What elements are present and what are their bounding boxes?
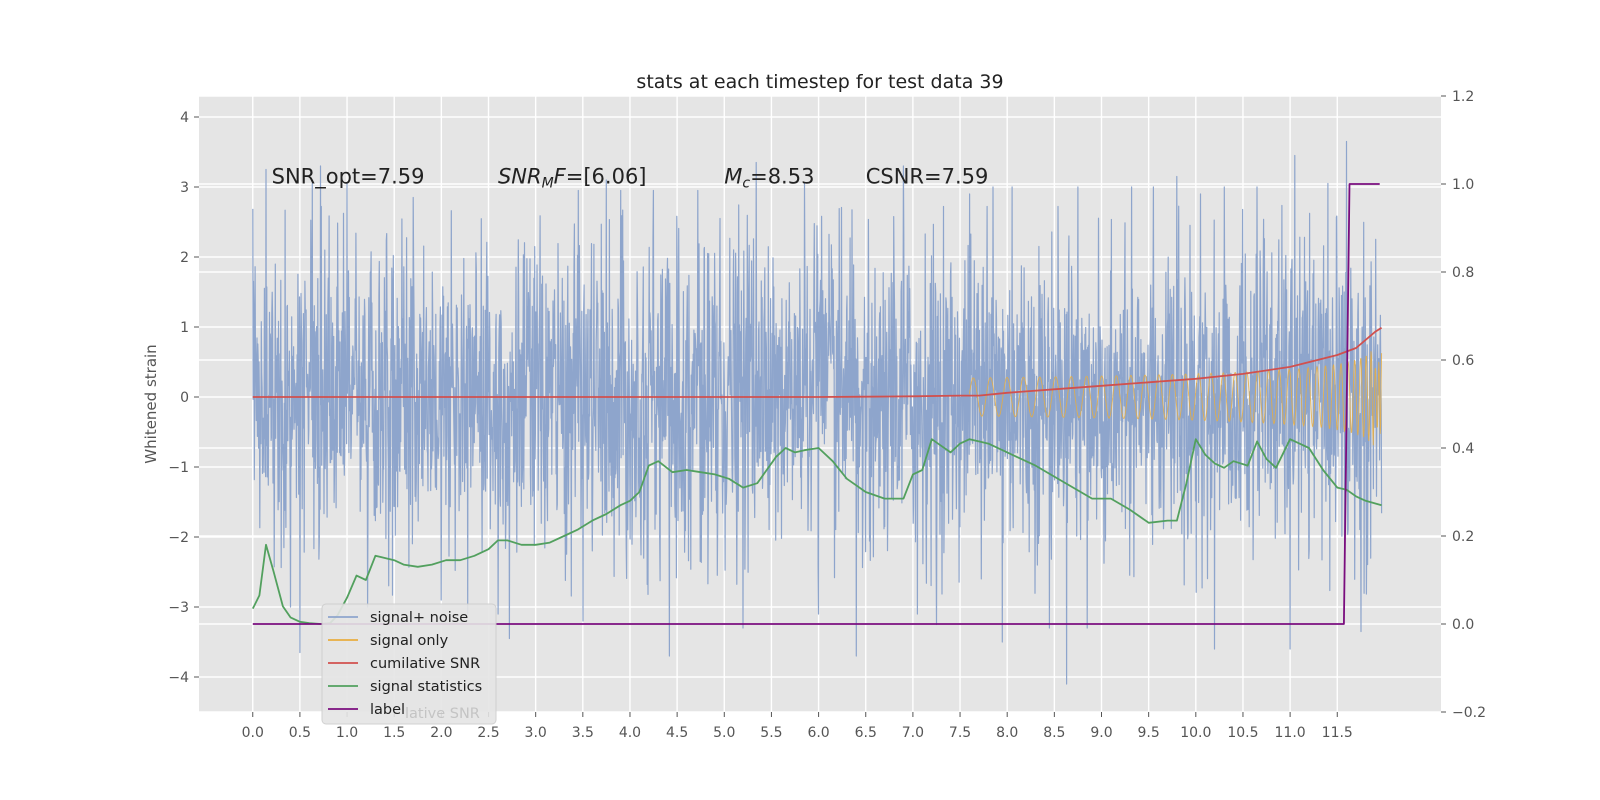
x-tick-label: 3.5 xyxy=(572,725,594,741)
series-layer xyxy=(251,140,1383,685)
x-tick-label: 7.0 xyxy=(902,725,924,741)
x-tick-label: 9.0 xyxy=(1090,725,1112,741)
legend-item-label: signal only xyxy=(370,633,449,649)
x-tick-label: 0.0 xyxy=(242,725,264,741)
y-tick-label: −4 xyxy=(168,670,189,686)
annotation-snr-opt: SNR_opt=7.59 xyxy=(272,165,425,190)
y-right-tick-label: 0.2 xyxy=(1452,529,1474,545)
x-tick-label: 2.0 xyxy=(430,725,452,741)
series-label xyxy=(252,183,1380,625)
y-tick-label: −1 xyxy=(168,460,189,476)
y-tick-label: −3 xyxy=(168,600,189,616)
annotations: SNR_opt=7.59 SNRMF=[6.06] Mc=8.53 CSNR=7.59 xyxy=(272,165,989,192)
x-tick-label: 0.5 xyxy=(289,725,311,741)
y-right-tick-label: 0.0 xyxy=(1452,617,1474,633)
y-right-tick-label: 1.2 xyxy=(1452,89,1474,105)
y-tick-label: 3 xyxy=(180,180,189,196)
y-axis-title: Whitened strain xyxy=(142,344,160,463)
legend-box xyxy=(321,603,497,725)
annotation-mc: Mc=8.53 xyxy=(724,165,814,192)
legend-item-label: cumilative SNR xyxy=(370,656,480,672)
x-tick-label: 8.0 xyxy=(996,725,1018,741)
chart-title: stats at each timestep for test data 39 xyxy=(636,71,1003,93)
x-tick-label: 11.5 xyxy=(1322,725,1353,741)
axes-layer: 0.0 0.5 1.0 1.5 2.0 2.5 3.0 3.5 4.0 4.5 5.0 5.5 6.0 6… xyxy=(168,89,1486,741)
y-right-tick-label: 0.4 xyxy=(1452,441,1474,457)
x-tick-label: 7.5 xyxy=(949,725,971,741)
legend: lative SNR signal+ noise signal only cumila… xyxy=(321,603,497,725)
x-tick-label: 6.5 xyxy=(855,725,877,741)
legend-item-label: signal+ noise xyxy=(370,610,468,626)
x-tick-label: 3.0 xyxy=(525,725,547,741)
legend-item-label: signal statistics xyxy=(370,679,482,695)
y-tick-label: −2 xyxy=(168,530,189,546)
series-signal-noise xyxy=(252,140,1383,685)
annotation-snr-mf: SNRMF=[6.06] xyxy=(498,165,647,192)
x-tick-label: 2.5 xyxy=(477,725,499,741)
annotation-csnr: CSNR=7.59 xyxy=(866,165,989,189)
series-signal-only xyxy=(969,351,1383,446)
x-tick-label: 5.5 xyxy=(760,725,782,741)
legend-item-label: label xyxy=(370,702,405,718)
x-tick-label: 1.0 xyxy=(336,725,358,741)
series-cumilative-snr xyxy=(252,326,1383,398)
y-right-tick-label: 1.0 xyxy=(1452,177,1474,193)
y-tick-label: 2 xyxy=(180,250,189,266)
x-tick-label: 10.0 xyxy=(1180,725,1211,741)
x-tick-label: 10.5 xyxy=(1227,725,1258,741)
x-tick-label: 4.5 xyxy=(666,725,688,741)
y-right-tick-label: −0.2 xyxy=(1452,705,1486,721)
y-tick-label: 4 xyxy=(180,110,189,126)
y-tick-label: 1 xyxy=(180,320,189,336)
y-right-tick-label: 0.8 xyxy=(1452,265,1474,281)
y-tick-label: 0 xyxy=(180,390,189,406)
y-right-tick-label: 0.6 xyxy=(1452,353,1474,369)
x-tick-label: 8.5 xyxy=(1043,725,1065,741)
x-tick-label: 11.0 xyxy=(1275,725,1306,741)
legend-ghost-text: lative SNR xyxy=(405,706,480,722)
series-signal-statistics xyxy=(251,438,1382,625)
x-tick-label: 9.5 xyxy=(1138,725,1160,741)
x-tick-label: 6.0 xyxy=(807,725,829,741)
x-tick-label: 5.0 xyxy=(713,725,735,741)
x-tick-label: 4.0 xyxy=(619,725,641,741)
x-tick-label: 1.5 xyxy=(383,725,405,741)
